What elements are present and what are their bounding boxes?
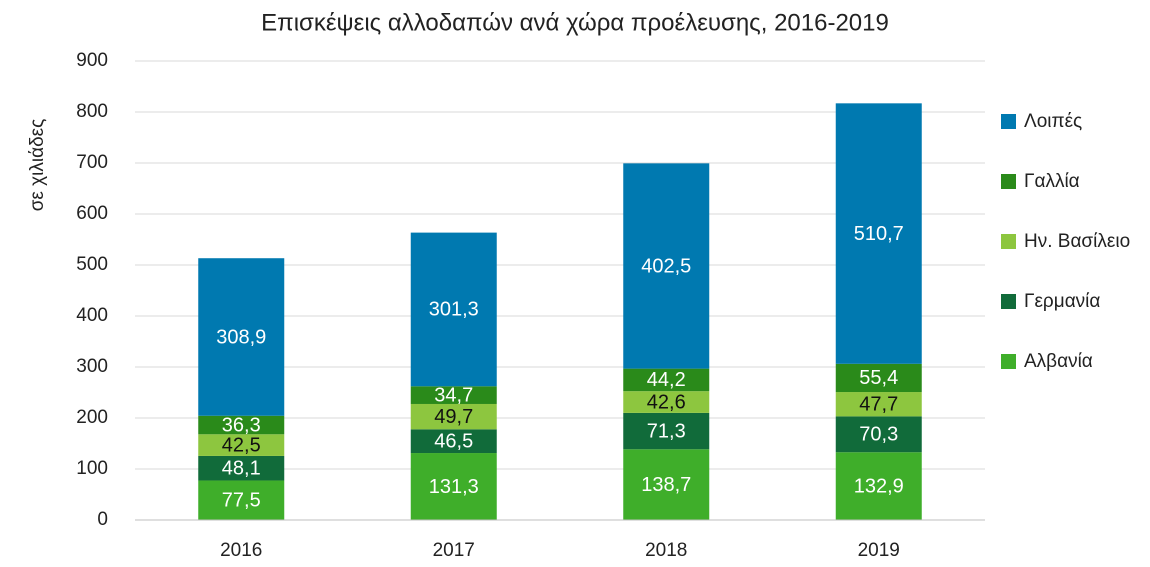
bar-segment	[835, 363, 922, 393]
y-tick-label: 0	[97, 509, 108, 530]
data-label: 55,4	[859, 367, 898, 389]
x-tick-label: 2019	[858, 540, 900, 561]
data-label: 77,5	[222, 490, 261, 512]
legend-entry: Ην. Βασίλειο	[1001, 211, 1141, 271]
bar-segment	[410, 403, 497, 430]
y-tick-label: 700	[76, 152, 108, 173]
bar-segment	[198, 434, 285, 456]
y-axis-label: σε χιλιάδες	[27, 119, 48, 212]
legend-swatch	[1001, 173, 1016, 189]
data-label: 138,7	[641, 474, 691, 496]
legend-label: Λοιπές	[1024, 110, 1083, 132]
bar-segment	[835, 452, 922, 520]
bar-segment	[198, 480, 285, 520]
legend-swatch	[1001, 293, 1016, 309]
legend-entry: Αλβανία	[1001, 331, 1141, 391]
bar-segment	[410, 232, 497, 387]
bar-segment	[410, 386, 497, 404]
chart-title: Επισκέψεις αλλοδαπών ανά χώρα προέλευσης…	[261, 9, 889, 36]
legend-swatch	[1001, 233, 1016, 249]
y-tick-label: 300	[76, 356, 108, 377]
data-label: 132,9	[854, 475, 904, 497]
bar-segment	[198, 455, 285, 481]
y-tick-label: 100	[76, 458, 108, 479]
data-label: 70,3	[859, 424, 898, 446]
y-tick-label: 600	[76, 203, 108, 224]
legend-swatch	[1001, 353, 1016, 369]
legend-label: Γαλλία	[1024, 170, 1080, 192]
y-tick-label: 400	[76, 305, 108, 326]
data-label: 48,1	[222, 457, 261, 479]
y-tick-label: 500	[76, 254, 108, 275]
data-label: 46,5	[434, 430, 473, 452]
bar-segment	[623, 449, 710, 520]
bar-segment	[623, 412, 710, 450]
bar-segment	[623, 163, 710, 369]
legend-label: Ην. Βασίλειο	[1024, 230, 1131, 252]
bar-segment	[835, 392, 922, 417]
data-label: 308,9	[216, 326, 266, 348]
data-label: 301,3	[429, 299, 479, 321]
bar-segment	[410, 453, 497, 520]
legend-entry: Γαλλία	[1001, 151, 1141, 211]
data-label: 34,7	[434, 384, 473, 406]
bar-segment	[623, 391, 710, 413]
data-label: 49,7	[434, 406, 473, 428]
data-label: 42,5	[222, 434, 261, 456]
x-tick-label: 2017	[433, 540, 475, 561]
legend-label: Αλβανία	[1024, 350, 1093, 372]
data-label: 131,3	[429, 476, 479, 498]
bar-segment	[835, 416, 922, 453]
data-label: 42,6	[647, 391, 686, 413]
bar-segment	[835, 103, 922, 364]
y-tick-label: 900	[76, 50, 108, 71]
y-tick-label: 200	[76, 407, 108, 428]
y-tick-label: 800	[76, 101, 108, 122]
legend-entry: Λοιπές	[1001, 91, 1141, 151]
data-label: 47,7	[859, 393, 898, 415]
legend-swatch	[1001, 113, 1016, 129]
data-label: 71,3	[647, 420, 686, 442]
data-label: 36,3	[222, 414, 261, 436]
legend-entry: Γερμανία	[1001, 271, 1141, 331]
data-label: 402,5	[641, 255, 691, 277]
bar-segment	[623, 368, 710, 392]
data-label: 510,7	[854, 223, 904, 245]
legend: Λοιπές Γαλλία Ην. Βασίλειο Γερμανία Αλβανία	[1001, 91, 1141, 391]
bar-segment	[410, 429, 497, 454]
legend-label: Γερμανία	[1024, 290, 1101, 312]
data-label: 44,2	[647, 369, 686, 391]
bar-segment	[198, 415, 285, 435]
bar-segment	[198, 258, 285, 416]
x-tick-label: 2016	[220, 540, 262, 561]
x-tick-label: 2018	[645, 540, 687, 561]
